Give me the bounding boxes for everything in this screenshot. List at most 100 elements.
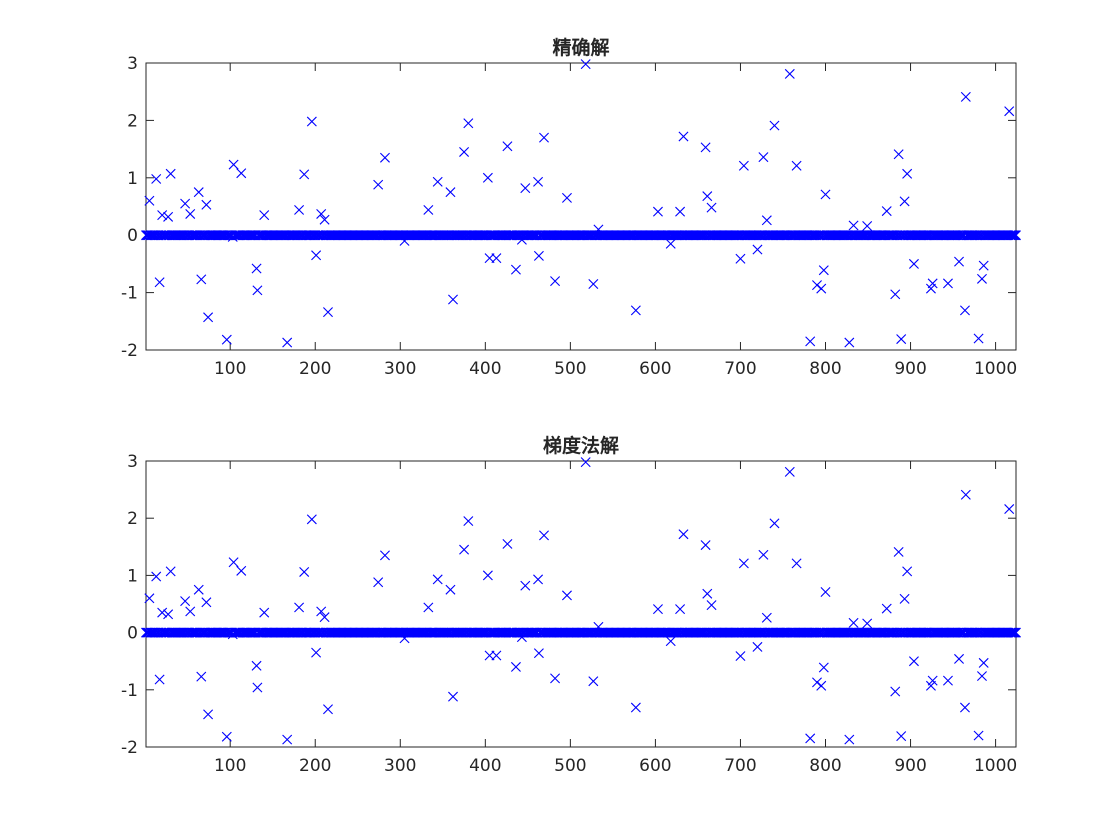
data-markers	[141, 59, 1021, 348]
data-point-marker	[588, 676, 599, 687]
data-point-marker	[294, 602, 305, 613]
data-point-marker	[157, 607, 168, 618]
data-point-marker	[902, 566, 913, 577]
data-point-marker	[550, 276, 561, 287]
data-point-marker	[927, 675, 938, 686]
data-point-marker	[502, 141, 513, 152]
data-point-marker	[738, 558, 749, 569]
y-tick-label: -2	[121, 341, 138, 361]
data-point-marker	[151, 571, 162, 582]
data-point-marker	[976, 671, 987, 682]
x-tick-label: 900	[894, 756, 926, 776]
data-point-marker	[221, 731, 232, 742]
zero-point-marker	[527, 230, 538, 241]
zero-point-marker	[1007, 627, 1018, 638]
data-point-marker	[201, 597, 212, 608]
zero-point-marker	[1011, 230, 1021, 241]
data-point-marker	[491, 650, 502, 661]
data-point-marker	[482, 172, 493, 183]
data-point-marker	[890, 686, 901, 697]
data-point-marker	[294, 204, 305, 215]
data-point-marker	[319, 214, 330, 225]
data-point-marker	[533, 648, 544, 659]
data-point-marker	[203, 709, 214, 720]
data-point-marker	[533, 250, 544, 261]
data-point-marker	[151, 173, 162, 184]
data-point-marker	[735, 651, 746, 662]
data-point-marker	[862, 221, 873, 232]
y-tick-label: 0	[127, 226, 138, 246]
data-point-marker	[550, 673, 561, 684]
data-point-marker	[908, 258, 919, 269]
data-point-marker	[881, 206, 892, 217]
data-point-marker	[1004, 504, 1015, 515]
axis-ticks: 100 200 300 400 500 600 700 800 900 1000 -2 -1 0 1 2 3	[121, 54, 1017, 379]
zero-point-marker	[245, 627, 256, 638]
data-point-marker	[448, 294, 458, 305]
data-point-marker	[893, 546, 904, 557]
zero-point-marker	[1009, 627, 1020, 638]
data-point-marker	[675, 604, 686, 615]
chart-title: 梯度法解	[543, 434, 619, 457]
data-point-marker	[251, 263, 262, 274]
data-point-marker	[844, 337, 855, 348]
data-point-marker	[463, 118, 474, 129]
data-point-marker	[675, 206, 686, 217]
data-point-marker	[539, 132, 549, 143]
data-point-marker	[252, 682, 263, 693]
data-point-marker	[960, 91, 971, 102]
y-tick-label: 3	[127, 452, 138, 472]
y-tick-label: 1	[127, 566, 138, 586]
data-point-marker	[157, 210, 168, 221]
data-point-marker	[706, 202, 717, 213]
data-point-marker	[236, 168, 247, 179]
x-tick-label: 200	[299, 359, 331, 379]
x-tick-label: 700	[724, 359, 756, 379]
data-point-marker	[491, 253, 502, 264]
data-point-marker	[154, 277, 165, 288]
data-point-marker	[791, 160, 802, 171]
data-point-marker	[769, 120, 780, 131]
axes-box	[145, 460, 1017, 748]
x-tick-label: 200	[299, 756, 331, 776]
x-tick-label: 300	[384, 756, 416, 776]
data-point-marker	[973, 730, 984, 741]
y-tick-label: -1	[121, 284, 138, 304]
data-point-marker	[502, 538, 513, 549]
zero-point-marker	[1008, 230, 1019, 241]
data-point-marker	[942, 278, 953, 289]
data-point-marker	[752, 641, 763, 652]
data-point-marker	[423, 602, 434, 613]
data-point-marker	[791, 558, 802, 569]
y-tick-label: 1	[127, 169, 138, 189]
data-point-marker	[702, 191, 713, 202]
data-point-marker	[820, 586, 831, 597]
data-point-marker	[463, 516, 474, 527]
data-point-marker	[193, 187, 204, 198]
data-point-marker	[251, 660, 262, 671]
data-point-marker	[665, 636, 676, 647]
zero-point-marker	[1005, 627, 1016, 638]
data-point-marker	[848, 220, 859, 231]
y-tick-label: -1	[121, 681, 138, 701]
data-point-marker	[805, 733, 816, 744]
data-point-marker	[196, 671, 207, 682]
data-point-marker	[236, 565, 247, 576]
data-point-marker	[379, 152, 390, 163]
x-tick-label: 100	[214, 756, 246, 776]
zero-point-marker	[1011, 627, 1021, 638]
data-point-marker	[163, 609, 174, 620]
data-point-marker	[510, 661, 521, 672]
data-point-marker	[630, 305, 641, 316]
data-point-marker	[881, 603, 892, 614]
y-tick-label: 2	[127, 509, 138, 529]
data-point-marker	[144, 195, 155, 206]
data-point-marker	[652, 604, 663, 615]
x-tick-label: 100	[214, 359, 246, 379]
data-point-marker	[259, 210, 270, 221]
x-tick-label: 500	[554, 359, 586, 379]
data-point-marker	[818, 662, 829, 673]
data-point-marker	[306, 116, 317, 127]
data-point-marker	[282, 734, 293, 745]
data-point-marker	[373, 179, 384, 190]
